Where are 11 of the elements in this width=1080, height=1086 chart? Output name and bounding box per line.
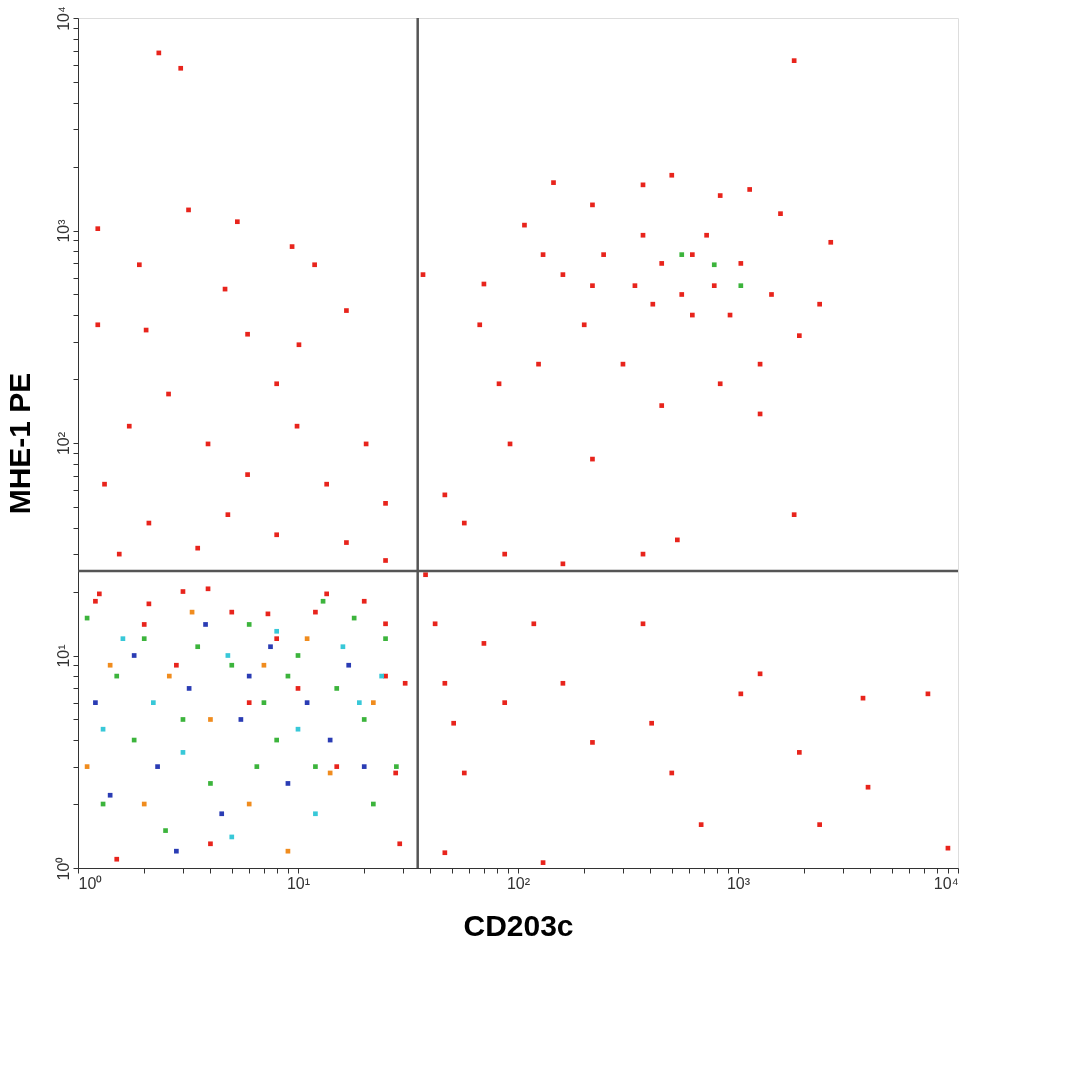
y-tick-label: 10⁴ [54, 6, 72, 31]
x-tick-label: 10¹ [286, 874, 311, 892]
y-tick-label: 10² [54, 431, 72, 456]
y-tick-label: 10³ [54, 218, 72, 243]
x-tick-label: 10² [506, 874, 531, 892]
y-axis-title: MHE-1 PE [2, 372, 36, 515]
y-tick-label: 10¹ [54, 644, 72, 668]
x-tick-label: 10⁴ [933, 874, 959, 892]
x-tick-label: 10³ [726, 874, 751, 892]
x-axis-title: CD203c [463, 908, 574, 942]
x-tick-label: 10⁰ [78, 874, 103, 892]
